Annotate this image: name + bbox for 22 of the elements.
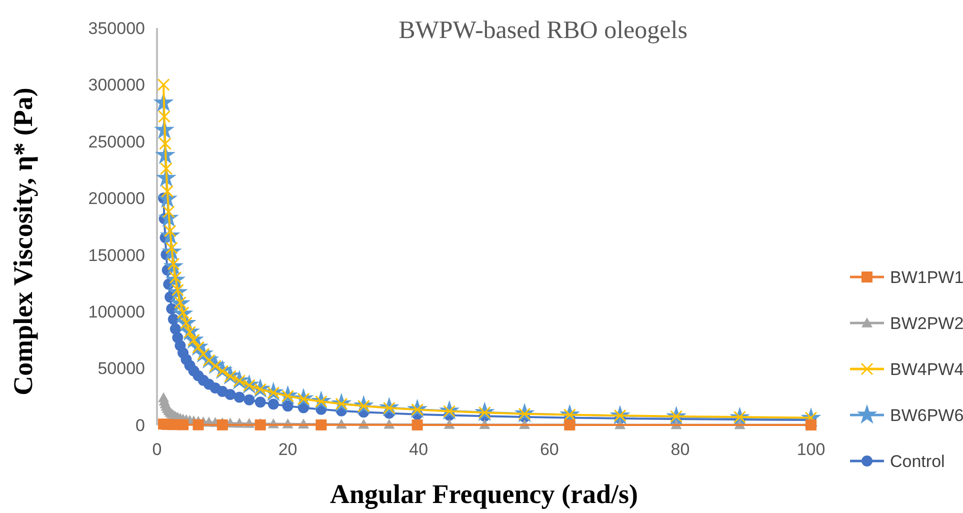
x-tick-label: 60 <box>540 440 559 459</box>
y-tick-label: 250000 <box>88 132 145 152</box>
y-tick-label: 150000 <box>88 246 145 265</box>
y-tick-label: 200000 <box>88 189 145 208</box>
x-tick-label: 20 <box>278 440 298 459</box>
y-tick-label: 300000 <box>88 76 145 95</box>
y-tick-label: 50000 <box>98 359 145 378</box>
legend-label: BW4PW4 <box>890 360 963 379</box>
chart-title: BWPW-based RBO oleogels <box>398 17 688 44</box>
legend-label: BW2PW2 <box>890 314 963 333</box>
y-axis-title: Complex Viscosity, η* (Pa) <box>8 88 38 396</box>
y-tick-label: 100000 <box>88 302 145 322</box>
x-tick-label: 80 <box>670 440 690 459</box>
legend-label: BW1PW1 <box>890 268 963 287</box>
x-axis-title: Angular Frequency (rad/s) <box>330 479 638 509</box>
legend-label: BW6PW6 <box>890 406 963 425</box>
x-tick-label: 0 <box>152 440 162 459</box>
y-tick-label: 350000 <box>88 18 145 38</box>
x-tick-label: 100 <box>796 440 826 459</box>
y-tick-label: 0 <box>136 416 145 435</box>
legend-label: Control <box>890 452 945 471</box>
x-tick-label: 40 <box>409 440 428 459</box>
